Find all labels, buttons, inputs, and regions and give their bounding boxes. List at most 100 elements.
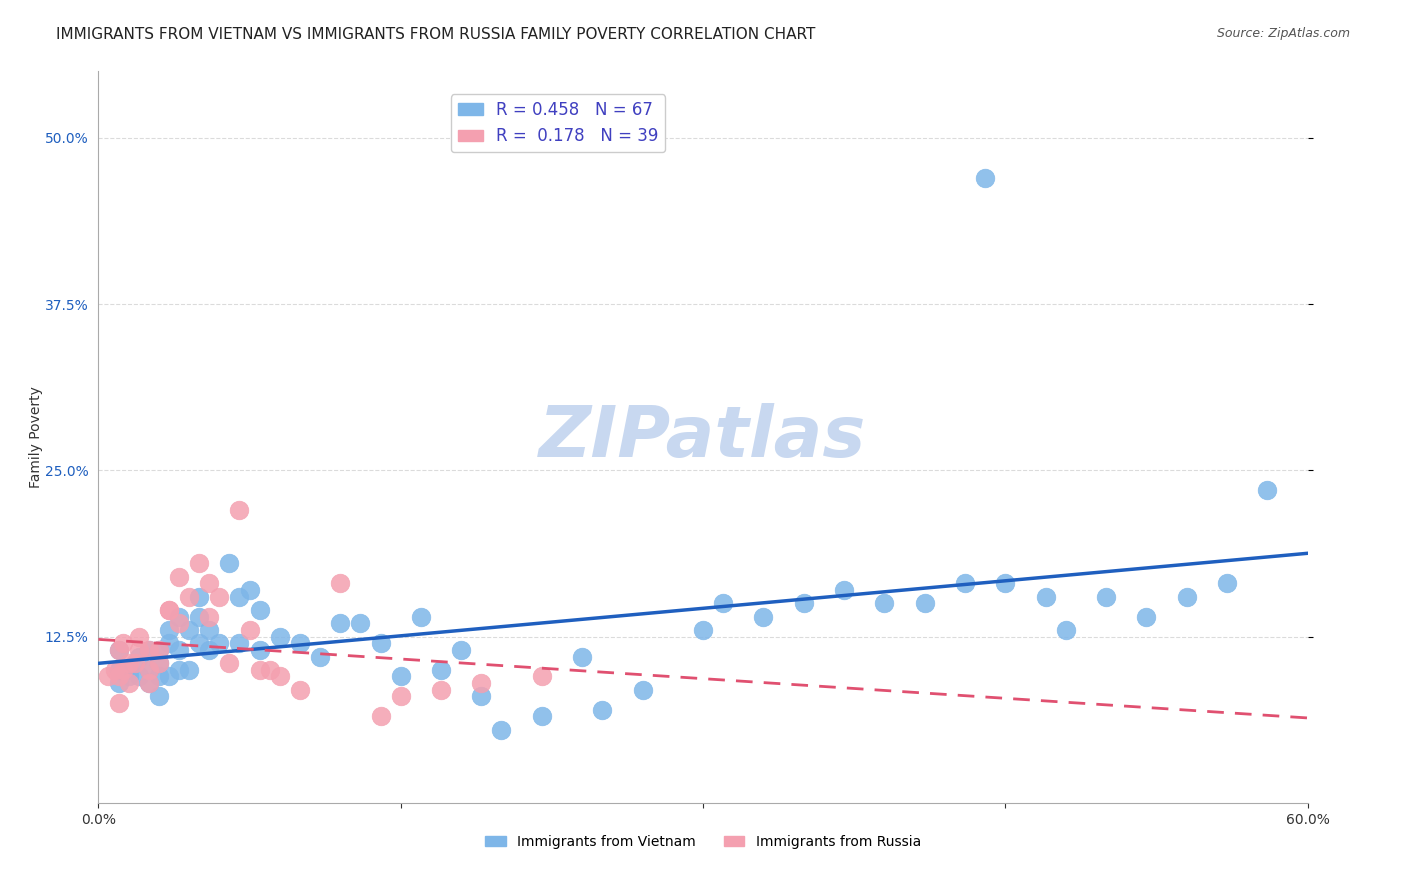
Point bbox=[188, 609, 211, 624]
Point bbox=[128, 649, 150, 664]
Point bbox=[288, 636, 311, 650]
Point bbox=[128, 630, 150, 644]
Point bbox=[107, 643, 129, 657]
Point bbox=[309, 649, 332, 664]
Point bbox=[179, 623, 201, 637]
Point bbox=[530, 709, 553, 723]
Point bbox=[329, 576, 352, 591]
Point bbox=[793, 596, 815, 610]
Y-axis label: Family Poverty: Family Poverty bbox=[30, 386, 42, 488]
Point bbox=[692, 623, 714, 637]
Point bbox=[1175, 590, 1198, 604]
Point bbox=[138, 643, 160, 657]
Point bbox=[239, 623, 262, 637]
Point bbox=[138, 676, 160, 690]
Point bbox=[389, 690, 412, 704]
Point bbox=[249, 603, 271, 617]
Point bbox=[148, 643, 170, 657]
Point bbox=[179, 663, 201, 677]
Point bbox=[430, 682, 453, 697]
Point bbox=[167, 570, 190, 584]
Point bbox=[218, 656, 240, 670]
Point bbox=[188, 557, 211, 571]
Point bbox=[491, 723, 513, 737]
Point bbox=[389, 669, 412, 683]
Point bbox=[239, 582, 262, 597]
Point bbox=[1095, 590, 1118, 604]
Point bbox=[974, 170, 997, 185]
Point bbox=[208, 590, 231, 604]
Point bbox=[1256, 483, 1278, 498]
Point bbox=[259, 663, 281, 677]
Point bbox=[198, 643, 221, 657]
Point bbox=[269, 630, 291, 644]
Point bbox=[450, 643, 472, 657]
Point bbox=[188, 636, 211, 650]
Point bbox=[228, 503, 250, 517]
Point bbox=[103, 663, 125, 677]
Point bbox=[631, 682, 654, 697]
Text: IMMIGRANTS FROM VIETNAM VS IMMIGRANTS FROM RUSSIA FAMILY POVERTY CORRELATION CHA: IMMIGRANTS FROM VIETNAM VS IMMIGRANTS FR… bbox=[56, 27, 815, 42]
Text: Source: ZipAtlas.com: Source: ZipAtlas.com bbox=[1216, 27, 1350, 40]
Point bbox=[167, 616, 190, 631]
Point bbox=[288, 682, 311, 697]
Point bbox=[470, 676, 492, 690]
Point bbox=[148, 656, 170, 670]
Point bbox=[124, 656, 146, 670]
Point bbox=[148, 643, 170, 657]
Point bbox=[188, 590, 211, 604]
Point bbox=[269, 669, 291, 683]
Text: ZIPatlas: ZIPatlas bbox=[540, 402, 866, 472]
Point bbox=[157, 669, 180, 683]
Point bbox=[228, 636, 250, 650]
Point bbox=[138, 643, 160, 657]
Point bbox=[198, 576, 221, 591]
Point bbox=[148, 690, 170, 704]
Point bbox=[107, 676, 129, 690]
Point bbox=[208, 636, 231, 650]
Point bbox=[249, 643, 271, 657]
Point bbox=[167, 609, 190, 624]
Point bbox=[370, 636, 392, 650]
Point bbox=[148, 669, 170, 683]
Point bbox=[118, 663, 141, 677]
Point bbox=[167, 643, 190, 657]
Point bbox=[711, 596, 734, 610]
Point bbox=[873, 596, 896, 610]
Point bbox=[198, 623, 221, 637]
Point bbox=[157, 623, 180, 637]
Point bbox=[1035, 590, 1057, 604]
Point bbox=[591, 703, 613, 717]
Point bbox=[167, 663, 190, 677]
Point bbox=[530, 669, 553, 683]
Point bbox=[118, 676, 141, 690]
Point bbox=[157, 603, 180, 617]
Legend: Immigrants from Vietnam, Immigrants from Russia: Immigrants from Vietnam, Immigrants from… bbox=[479, 830, 927, 855]
Point bbox=[138, 663, 160, 677]
Point bbox=[228, 590, 250, 604]
Point bbox=[470, 690, 492, 704]
Point bbox=[107, 696, 129, 710]
Point bbox=[157, 603, 180, 617]
Point bbox=[118, 669, 141, 683]
Point bbox=[1135, 609, 1157, 624]
Point bbox=[571, 649, 593, 664]
Point bbox=[409, 609, 432, 624]
Point bbox=[430, 663, 453, 677]
Point bbox=[157, 636, 180, 650]
Point bbox=[832, 582, 855, 597]
Point bbox=[1054, 623, 1077, 637]
Point bbox=[97, 669, 120, 683]
Point bbox=[179, 590, 201, 604]
Point bbox=[914, 596, 936, 610]
Point bbox=[198, 609, 221, 624]
Point bbox=[138, 676, 160, 690]
Point bbox=[128, 643, 150, 657]
Point bbox=[111, 663, 134, 677]
Point bbox=[1216, 576, 1239, 591]
Point bbox=[994, 576, 1017, 591]
Point bbox=[370, 709, 392, 723]
Point bbox=[249, 663, 271, 677]
Point bbox=[752, 609, 775, 624]
Point bbox=[107, 663, 129, 677]
